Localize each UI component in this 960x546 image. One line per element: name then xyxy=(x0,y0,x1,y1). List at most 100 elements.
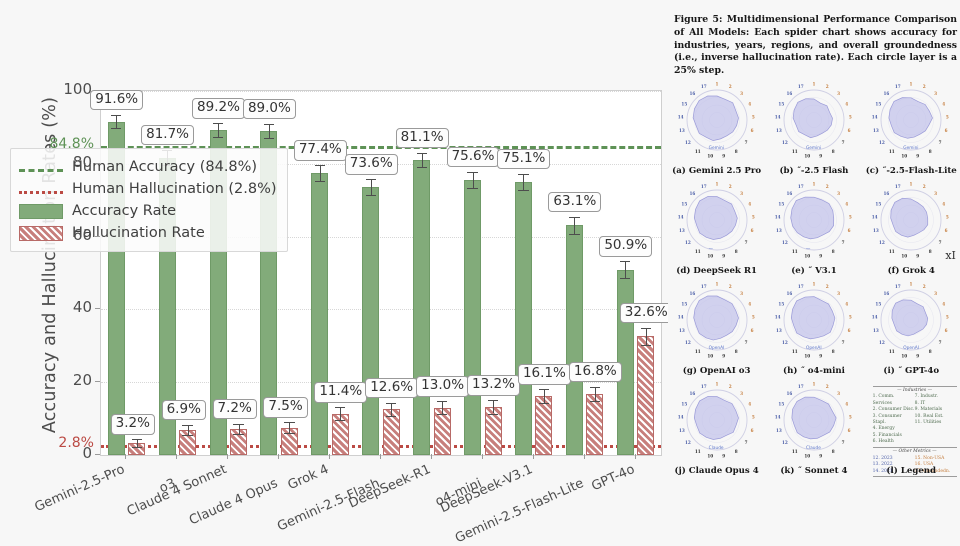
svg-text:10: 10 xyxy=(804,154,810,159)
svg-text:16: 16 xyxy=(689,191,695,196)
svg-text:13: 13 xyxy=(679,328,685,333)
svg-text:14: 14 xyxy=(872,214,878,219)
svg-text:1: 1 xyxy=(910,181,913,186)
svg-text:14: 14 xyxy=(677,114,683,119)
accuracy-bar xyxy=(311,173,329,455)
error-bar-cap xyxy=(233,423,244,425)
error-bar-cap xyxy=(182,424,193,426)
reference-line-human-accuracy xyxy=(101,146,661,150)
error-bar-cap xyxy=(182,434,193,436)
svg-text:11: 11 xyxy=(695,149,701,154)
svg-text:15: 15 xyxy=(681,302,687,307)
svg-text:8: 8 xyxy=(929,349,932,354)
svg-text:9: 9 xyxy=(722,354,725,359)
svg-text:10: 10 xyxy=(707,354,713,359)
error-bar xyxy=(493,400,495,414)
bar-value-label: 89.0% xyxy=(242,98,296,120)
legend-line: — Other Metrics — xyxy=(892,449,937,455)
figure-caption: Figure 5: Multidimensional Performance C… xyxy=(674,14,957,77)
svg-text:14: 14 xyxy=(677,314,683,319)
error-bar-cap xyxy=(212,137,224,139)
error-bar-cap xyxy=(386,402,397,404)
svg-text:2: 2 xyxy=(923,84,926,89)
svg-text:5: 5 xyxy=(849,114,852,119)
error-bar-cap xyxy=(335,419,346,421)
industries-right-column: 7. Industr. 8. IT 9. Materials 10. Real Est… xyxy=(915,394,957,445)
svg-text:12: 12 xyxy=(685,240,691,245)
error-bar-cap xyxy=(640,345,651,347)
svg-text:7: 7 xyxy=(842,340,845,345)
svg-text:9: 9 xyxy=(916,254,919,259)
svg-text:15: 15 xyxy=(681,402,687,407)
svg-text:3: 3 xyxy=(740,191,743,196)
error-bar xyxy=(523,173,525,190)
bar-value-label: 63.1% xyxy=(548,191,602,213)
svg-text:15: 15 xyxy=(778,402,784,407)
error-bar-cap xyxy=(589,386,600,388)
svg-text:10: 10 xyxy=(902,154,908,159)
legend-line: 10. Real Est. xyxy=(914,413,944,419)
error-bar-cap xyxy=(416,167,427,169)
y-tick-label: 0 xyxy=(82,444,92,462)
spider-subcaption: (d) DeepSeek R1 xyxy=(676,266,758,276)
svg-text:13: 13 xyxy=(776,428,782,433)
svg-text:8: 8 xyxy=(832,149,835,154)
bar-value-label: 16.8% xyxy=(568,361,622,383)
error-bar-cap xyxy=(620,260,631,262)
bar-chart-figure: Accuracy and Hallucination Rates (%) Hum… xyxy=(10,80,673,546)
paper-figure-panel: Figure 5: Multidimensional Performance C… xyxy=(668,0,960,540)
svg-text:13: 13 xyxy=(873,128,879,133)
bar-value-label: 81.1% xyxy=(395,127,449,149)
svg-text:10: 10 xyxy=(902,354,908,359)
error-bar-cap xyxy=(437,414,448,416)
svg-text:8: 8 xyxy=(734,149,737,154)
y-tick-mark xyxy=(95,162,100,164)
svg-text:16: 16 xyxy=(884,91,890,96)
bar-value-label: 81.7% xyxy=(141,124,195,146)
svg-text:9: 9 xyxy=(819,254,822,259)
legend-row-accuracy-rate: Accuracy Rate xyxy=(19,200,277,222)
svg-text:3: 3 xyxy=(740,391,743,396)
other-metrics-columns: 12. 2023 13. 2022 14. 2021 15. Non-USA 16. U… xyxy=(873,456,957,475)
error-bar-cap xyxy=(487,400,499,402)
svg-text:17: 17 xyxy=(895,84,901,89)
svg-text:10: 10 xyxy=(707,454,713,459)
error-bar-cap xyxy=(518,173,529,175)
error-bar-cap xyxy=(314,181,325,183)
svg-text:11: 11 xyxy=(695,449,701,454)
y-tick-label: 80 xyxy=(72,152,92,171)
svg-text:16: 16 xyxy=(786,91,792,96)
x-tick-label: GPT-4o xyxy=(588,462,637,495)
svg-text:1: 1 xyxy=(715,181,718,186)
svg-text:2: 2 xyxy=(826,184,829,189)
svg-text:12: 12 xyxy=(685,440,691,445)
bar-value-label: 7.5% xyxy=(263,397,308,418)
spider-chart-row: 1 2 3 4 5 6 7 8 9 10 11 12 13 14 15 16 17 Claude (j) Claud… xyxy=(668,378,960,478)
svg-text:8: 8 xyxy=(734,449,737,454)
error-bar-cap xyxy=(263,123,275,125)
svg-text:7: 7 xyxy=(744,140,747,145)
svg-text:11: 11 xyxy=(889,349,895,354)
svg-text:11: 11 xyxy=(792,149,798,154)
xi-annotation: xI xyxy=(945,249,956,262)
error-bar-cap xyxy=(335,407,346,409)
error-bar-cap xyxy=(538,403,550,405)
error-bar xyxy=(391,402,393,416)
bar-value-label: 11.4% xyxy=(314,382,368,403)
spider-chart-cell: 1 2 3 4 5 6 7 8 9 10 11 12 13 14 15 16 17 OpenAI (i) ˝ GPT… xyxy=(863,278,960,378)
svg-text:1: 1 xyxy=(812,381,815,386)
svg-text:15: 15 xyxy=(876,102,882,107)
error-bar xyxy=(319,165,321,182)
y-tick-mark xyxy=(95,381,100,383)
svg-text:3: 3 xyxy=(740,291,743,296)
error-bar xyxy=(645,327,647,346)
reference-line-label: 84.8% xyxy=(49,136,94,153)
error-bar-cap xyxy=(467,187,478,189)
svg-text:14: 14 xyxy=(775,114,781,119)
svg-text:1: 1 xyxy=(812,81,815,86)
svg-text:2: 2 xyxy=(728,384,731,389)
svg-text:9: 9 xyxy=(916,154,919,159)
svg-text:8: 8 xyxy=(832,349,835,354)
error-bar-cap xyxy=(518,189,529,191)
